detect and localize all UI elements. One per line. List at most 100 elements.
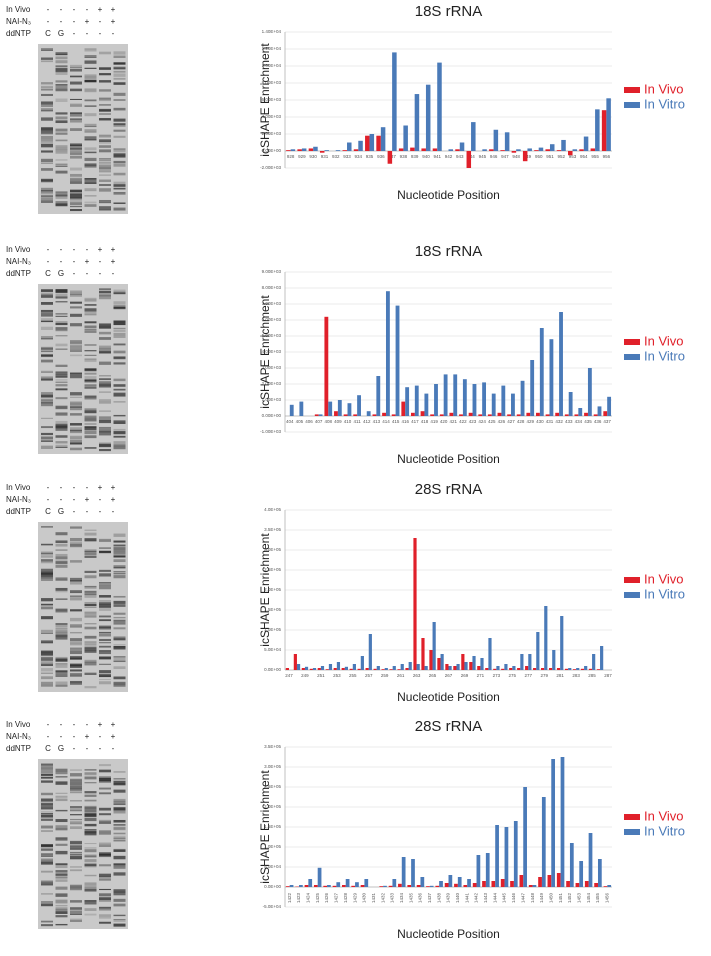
gel-lane-mark: + [85, 257, 90, 266]
gel-band [99, 569, 111, 572]
gel-band [55, 322, 68, 326]
bar [607, 885, 612, 887]
bar [477, 666, 481, 670]
bar [398, 883, 402, 887]
gel-row-label: In Vivo [6, 720, 31, 729]
bar [324, 150, 329, 151]
gel-band [55, 634, 68, 638]
gel-band [70, 323, 82, 327]
gel-band [113, 129, 126, 132]
gel-band [55, 148, 68, 151]
bar [353, 149, 359, 151]
gel-band [70, 545, 82, 548]
gel-band [55, 335, 68, 337]
gel-band [70, 642, 82, 646]
gel-band [113, 800, 126, 803]
gel-band [113, 420, 126, 424]
gel-lane-mark: G [58, 29, 64, 38]
gel-band [41, 658, 53, 661]
gel-band [70, 293, 82, 296]
bar [380, 127, 386, 151]
gel-band [41, 57, 53, 60]
gel-band [55, 549, 68, 551]
gel-band [113, 656, 126, 658]
gel-band [99, 915, 111, 919]
gel-lane-mark: + [111, 720, 116, 729]
bar [320, 666, 325, 670]
gel-lane-mark: C [45, 507, 51, 516]
gel-band [84, 313, 97, 316]
bar [401, 401, 406, 416]
gel-band [70, 429, 82, 432]
gel-band [99, 430, 111, 433]
gel-band [41, 882, 53, 886]
gel-band [55, 384, 68, 387]
gel-band [41, 49, 53, 51]
gel-band [41, 780, 53, 783]
gel-band [70, 541, 82, 545]
gel-band [55, 627, 68, 630]
bar [357, 668, 361, 670]
gel-band [41, 48, 53, 50]
gel-band [113, 172, 126, 176]
gel-band [41, 861, 53, 865]
bar [527, 148, 532, 151]
gel-band [55, 904, 68, 907]
gel-band [113, 125, 126, 127]
gel-band [113, 149, 126, 151]
gel-band [99, 842, 111, 846]
bar [341, 885, 346, 887]
bar [574, 414, 579, 416]
gel-band [99, 845, 111, 847]
gel-band [99, 170, 111, 173]
gel-band [41, 616, 53, 620]
gel-band [70, 374, 82, 379]
gel-band [99, 206, 111, 210]
bar [507, 414, 512, 416]
gel-band [113, 123, 126, 125]
gel-band [70, 406, 82, 409]
gel-band [41, 814, 53, 818]
y-tick-label: -1.00E+03 [260, 429, 281, 434]
gel-lane-mark: - [47, 495, 50, 504]
bar [536, 412, 540, 416]
bar [584, 412, 588, 416]
gel-band [41, 86, 53, 89]
bar [455, 149, 460, 151]
gel-band [70, 809, 82, 812]
bar [368, 634, 372, 670]
x-tick-label: 417 [411, 419, 419, 424]
gel-band [70, 442, 82, 444]
gel-band [70, 354, 82, 357]
gel-band [113, 77, 126, 80]
gel-band [55, 120, 68, 124]
gel-band [55, 290, 68, 293]
gel-band [84, 129, 97, 132]
gel-band [55, 343, 68, 347]
gel-band [55, 850, 68, 855]
gel-band [41, 847, 53, 850]
bar [596, 669, 601, 670]
gel-band [55, 165, 68, 167]
gel-band [70, 118, 82, 120]
gel-band [84, 887, 97, 890]
gel-band [113, 627, 126, 630]
bar [595, 109, 600, 151]
legend-swatch [624, 814, 640, 820]
bar [449, 412, 454, 416]
bar [569, 843, 574, 887]
gel-lane-mark: G [58, 744, 64, 753]
gel-band [113, 835, 126, 839]
gel-band [113, 919, 126, 921]
gel-band [70, 769, 82, 771]
gel-band [113, 332, 126, 337]
gel-band [41, 526, 53, 528]
gel-lane-mark: - [73, 744, 76, 753]
gel-band [113, 54, 126, 57]
gel-band [41, 302, 53, 305]
bar [285, 668, 289, 670]
bar [603, 886, 608, 887]
bar [472, 656, 476, 670]
x-tick-label: 928 [287, 154, 295, 159]
gel-lane-mark: + [85, 732, 90, 741]
